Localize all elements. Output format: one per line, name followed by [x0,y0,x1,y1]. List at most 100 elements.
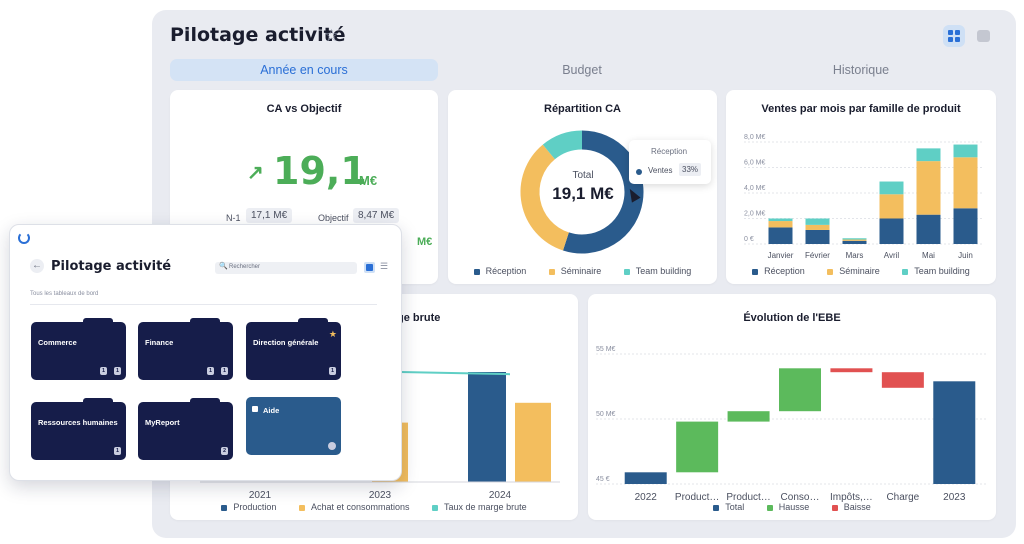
tab-annee-en-cours[interactable]: Année en cours [170,59,438,81]
waterfall-bar [676,421,719,473]
star-icon[interactable]: ☆ [324,26,340,45]
kpi-value: 19,1 [273,149,367,193]
n1-label: N-1 [226,213,241,223]
y-tick-label: 4,0 M€ [744,185,766,192]
bar-segment [953,144,978,158]
x-tick-label: Mai [922,251,935,260]
app-logo [18,232,30,244]
ebe-title: Évolution de l'EBE [743,312,841,324]
search-input[interactable]: 🔍 Rechercher [215,262,357,274]
list-icon [977,30,990,42]
grid-icon [948,30,953,35]
x-tick-label: 2024 [489,490,512,501]
legend-item-reception[interactable]: Réception [752,266,805,276]
x-tick-label: Mars [846,251,864,260]
x-tick-label: Product… [726,492,770,503]
x-tick-label: Charge [886,492,919,503]
grid-icon [252,406,258,412]
ventes-card[interactable]: Ventes par mois par famille de produit 0… [726,90,996,284]
tab-historique[interactable]: Historique [832,63,890,77]
grid-view-button[interactable] [943,25,965,47]
marge-legend: Production Achat et consommations Taux d… [170,502,578,512]
x-tick-label: 2023 [943,492,966,503]
folder-finance[interactable]: Finance 1 1 [138,318,233,380]
donut-center-value: 19,1 M€ [552,184,614,203]
y-tick-label: 55 M€ [596,346,616,353]
kpi-unit: M€ [359,173,378,188]
bar-segment [879,218,904,244]
donut-slice [542,130,583,160]
bar [515,402,551,482]
search-icon: 🔍 [219,263,228,270]
list-view-button[interactable] [974,25,996,47]
x-tick-label: Juin [958,251,973,260]
donut-slice [520,144,570,251]
x-tick-label: Product… [675,492,719,503]
waterfall-bar [830,368,873,373]
bar-segment [768,221,793,228]
kpi-title: CA vs Objectif [266,103,342,115]
list-icon[interactable]: ☰ [380,261,389,271]
overlay-grid-button[interactable] [364,262,375,273]
dashboards-overlay-window[interactable]: ← Pilotage activité 🔍 Rechercher ☰ Tous … [9,224,402,481]
x-tick-label: Février [805,251,830,260]
legend-item-achat[interactable]: Achat et consommations [298,502,410,512]
ventes-chart: 0 € 2,0 M€ 4,0 M€ 6,0 M€ 8,0 M€ Janvier Févrie… [744,134,984,260]
folder-myreport[interactable]: MyReport 2 [138,398,233,460]
bar-segment [805,229,830,244]
ebe-card[interactable]: Évolution de l'EBE 45 € 50 M€ 55 M€ 2022 Pro… [588,294,996,520]
folder-commerce[interactable]: Commerce 1 1 [31,318,126,380]
bar-segment [953,208,978,244]
legend-item-team-building[interactable]: Team building [623,266,691,276]
objectif-value: 8,47 M€ [353,208,400,223]
bar-segment [916,161,941,215]
x-tick-label: Avril [884,251,900,260]
y-tick-label: 45 € [596,476,610,483]
legend-item-team-building[interactable]: Team building [902,266,970,276]
waterfall-bar [624,472,667,484]
bar [468,372,506,482]
grid-icon [366,264,373,271]
repartition-donut [520,130,644,254]
x-tick-label: Impôts,… [830,492,873,503]
tab-budget[interactable]: Budget [562,63,602,77]
legend-item-taux[interactable]: Taux de marge brute [432,502,527,512]
y-tick-label: 6,0 M€ [744,160,766,167]
ventes-title: Ventes par mois par famille de produit [761,103,961,115]
waterfall-bar [779,368,821,412]
bar-segment [805,224,830,230]
legend-item-baisse[interactable]: Baisse [831,502,871,512]
waterfall-bar [933,381,976,484]
help-icon [328,442,336,450]
star-icon: ★ [328,329,337,339]
repartition-title: Répartition CA [544,103,621,115]
overlay-subtitle: Tous les tableaux de bord [30,291,99,297]
x-tick-label: 2023 [369,490,392,501]
legend-item-production[interactable]: Production [221,502,276,512]
tooltip-percent: 33% [679,163,702,176]
taux-line [399,371,511,376]
bar-segment [842,239,867,241]
legend-item-seminaire[interactable]: Séminaire [827,266,880,276]
repartition-card[interactable]: Répartition CA Total 19,1 M€ Réception V… [448,90,717,284]
objectif-label: Objectif [318,213,349,223]
arrow-left-icon[interactable]: ← [30,259,44,273]
waterfall-bar [881,372,924,388]
y-tick-label: 2,0 M€ [744,211,766,218]
bar-segment [768,227,793,244]
legend-item-reception[interactable]: Réception [473,266,526,276]
bar-segment [953,157,978,209]
folder-aide[interactable]: Aide [246,397,341,455]
y-tick-label: 0 € [744,236,754,243]
x-tick-label: Janvier [768,251,794,260]
folder-direction-generale[interactable]: Direction générale ★ 1 [246,318,341,380]
folder-ressources-humaines[interactable]: Ressources humaines 1 [31,398,126,460]
ebe-legend: Total Hausse Baisse [588,502,996,512]
search-placeholder: Rechercher [229,264,261,270]
legend-item-seminaire[interactable]: Séminaire [548,266,601,276]
waterfall-bar [727,411,770,422]
legend-item-hausse[interactable]: Hausse [766,502,809,512]
donut-tooltip: Réception Ventes 33% [629,140,711,184]
legend-item-total[interactable]: Total [713,502,744,512]
bar-segment [879,194,904,219]
